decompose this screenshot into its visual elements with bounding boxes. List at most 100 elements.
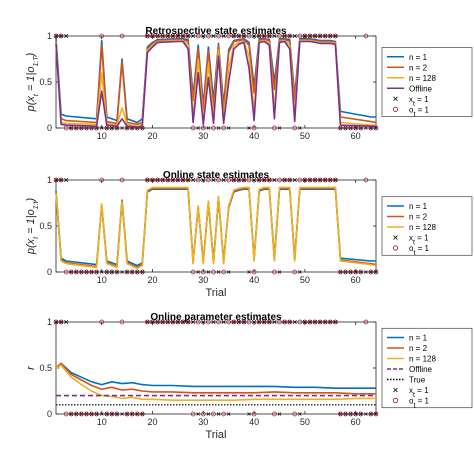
x-marker — [201, 33, 206, 39]
o-marker-bottom — [79, 411, 84, 417]
o-marker-top — [322, 177, 328, 183]
o-marker-bottom — [114, 411, 120, 417]
x-marker-bottom — [206, 412, 211, 416]
x-marker-stroke — [155, 33, 160, 39]
o-marker-bottom — [134, 411, 140, 417]
x-marker-stroke — [53, 177, 59, 183]
panel-2: 10 20 30 40 50 60 0 0.5 1 Online state estimates T… — [25, 170, 473, 299]
y-axis-label-part: = 1|o — [25, 66, 37, 94]
x-tick-label: 10 — [97, 417, 107, 427]
x-marker-stroke — [287, 319, 292, 325]
x-marker — [53, 319, 59, 325]
x-marker-stroke — [145, 33, 150, 39]
x-marker-stroke — [150, 33, 155, 39]
x-marker-bottom — [226, 412, 231, 416]
o-marker-bottom — [139, 411, 145, 417]
x-marker-stroke — [236, 33, 241, 39]
o-marker-bottom — [292, 125, 298, 131]
x-marker-stroke — [155, 319, 160, 325]
legend-label: n = 128 — [409, 223, 436, 232]
o-marker-top — [363, 319, 369, 325]
x-marker-bottom — [343, 126, 348, 130]
o-marker-top — [160, 177, 166, 183]
x-marker-bottom — [69, 270, 73, 274]
o-marker-top — [241, 319, 247, 325]
x-marker-stroke — [318, 33, 323, 39]
x-marker-bottom — [359, 126, 363, 130]
x-marker-stroke — [307, 319, 313, 325]
o-marker-bottom — [190, 269, 196, 275]
x-marker — [64, 33, 69, 39]
x-marker — [64, 319, 69, 325]
x-marker-bottom — [369, 412, 373, 416]
o-marker-top — [287, 177, 293, 183]
x-marker — [267, 319, 272, 325]
o-marker-bottom — [104, 411, 110, 417]
x-marker — [165, 319, 170, 325]
x-marker-bottom — [216, 270, 221, 274]
x-marker — [257, 319, 262, 325]
o-marker-top — [160, 319, 166, 325]
x-marker — [267, 33, 272, 39]
x-marker-bottom — [364, 412, 368, 416]
x-marker-stroke — [282, 319, 287, 325]
o-marker-top — [180, 319, 186, 325]
x-marker — [211, 177, 216, 183]
x-marker-bottom — [374, 126, 378, 130]
x-marker-stroke — [180, 177, 186, 183]
legend: n = 1 n = 2n = 128 xt = 1ot = 1 — [381, 196, 473, 257]
o-marker-bottom — [292, 411, 298, 417]
x-marker — [318, 177, 323, 183]
o-marker-bottom — [292, 269, 298, 275]
o-marker-top — [58, 319, 64, 325]
x-marker — [328, 33, 333, 39]
x-marker-stroke — [252, 177, 257, 183]
chart-title: Online state estimates — [163, 170, 270, 181]
o-marker-bottom — [94, 269, 99, 275]
o-marker-top — [170, 33, 176, 39]
x-marker-stroke — [201, 177, 206, 183]
x-marker-bottom — [140, 412, 145, 416]
x-marker-bottom — [125, 270, 129, 274]
y-axis-label-part: ) — [25, 52, 37, 58]
o-marker-top — [160, 33, 166, 39]
x-marker-bottom — [79, 126, 84, 130]
o-marker-bottom — [129, 269, 135, 275]
x-marker-bottom — [353, 270, 358, 274]
x-marker-stroke — [236, 177, 241, 183]
x-marker-bottom — [100, 412, 104, 416]
x-marker-bottom — [94, 270, 99, 274]
x-marker-stroke — [221, 319, 226, 325]
x-marker — [302, 177, 307, 183]
x-marker-bottom — [359, 270, 363, 274]
x-marker — [53, 177, 59, 183]
legend-label: xt = 1 — [409, 234, 429, 247]
x-marker-bottom — [369, 270, 373, 274]
o-marker-top — [302, 319, 308, 325]
o-marker-top — [231, 33, 237, 39]
o-marker-top — [99, 33, 105, 39]
o-marker-top — [145, 319, 150, 325]
x-marker — [323, 177, 328, 183]
o-marker-top — [226, 177, 232, 183]
o-marker-top — [175, 319, 181, 325]
x-marker-bottom — [89, 126, 94, 130]
x-marker-stroke — [272, 177, 277, 183]
o-marker-top — [322, 33, 328, 39]
x-marker-stroke — [53, 319, 59, 325]
x-marker-bottom — [298, 412, 302, 416]
x-marker-bottom — [247, 412, 251, 416]
x-marker-stroke — [302, 177, 307, 183]
x-marker — [272, 319, 277, 325]
o-marker-top — [333, 177, 338, 183]
x-marker — [221, 319, 226, 325]
o-marker-top — [266, 177, 272, 183]
x-marker-bottom — [94, 412, 99, 416]
o-marker-top — [155, 33, 160, 39]
series-line — [55, 362, 376, 395]
o-marker-top — [155, 319, 160, 325]
x-marker — [241, 177, 246, 183]
x-marker-stroke — [180, 319, 186, 325]
o-marker-top — [363, 177, 369, 183]
x-marker — [145, 319, 150, 325]
